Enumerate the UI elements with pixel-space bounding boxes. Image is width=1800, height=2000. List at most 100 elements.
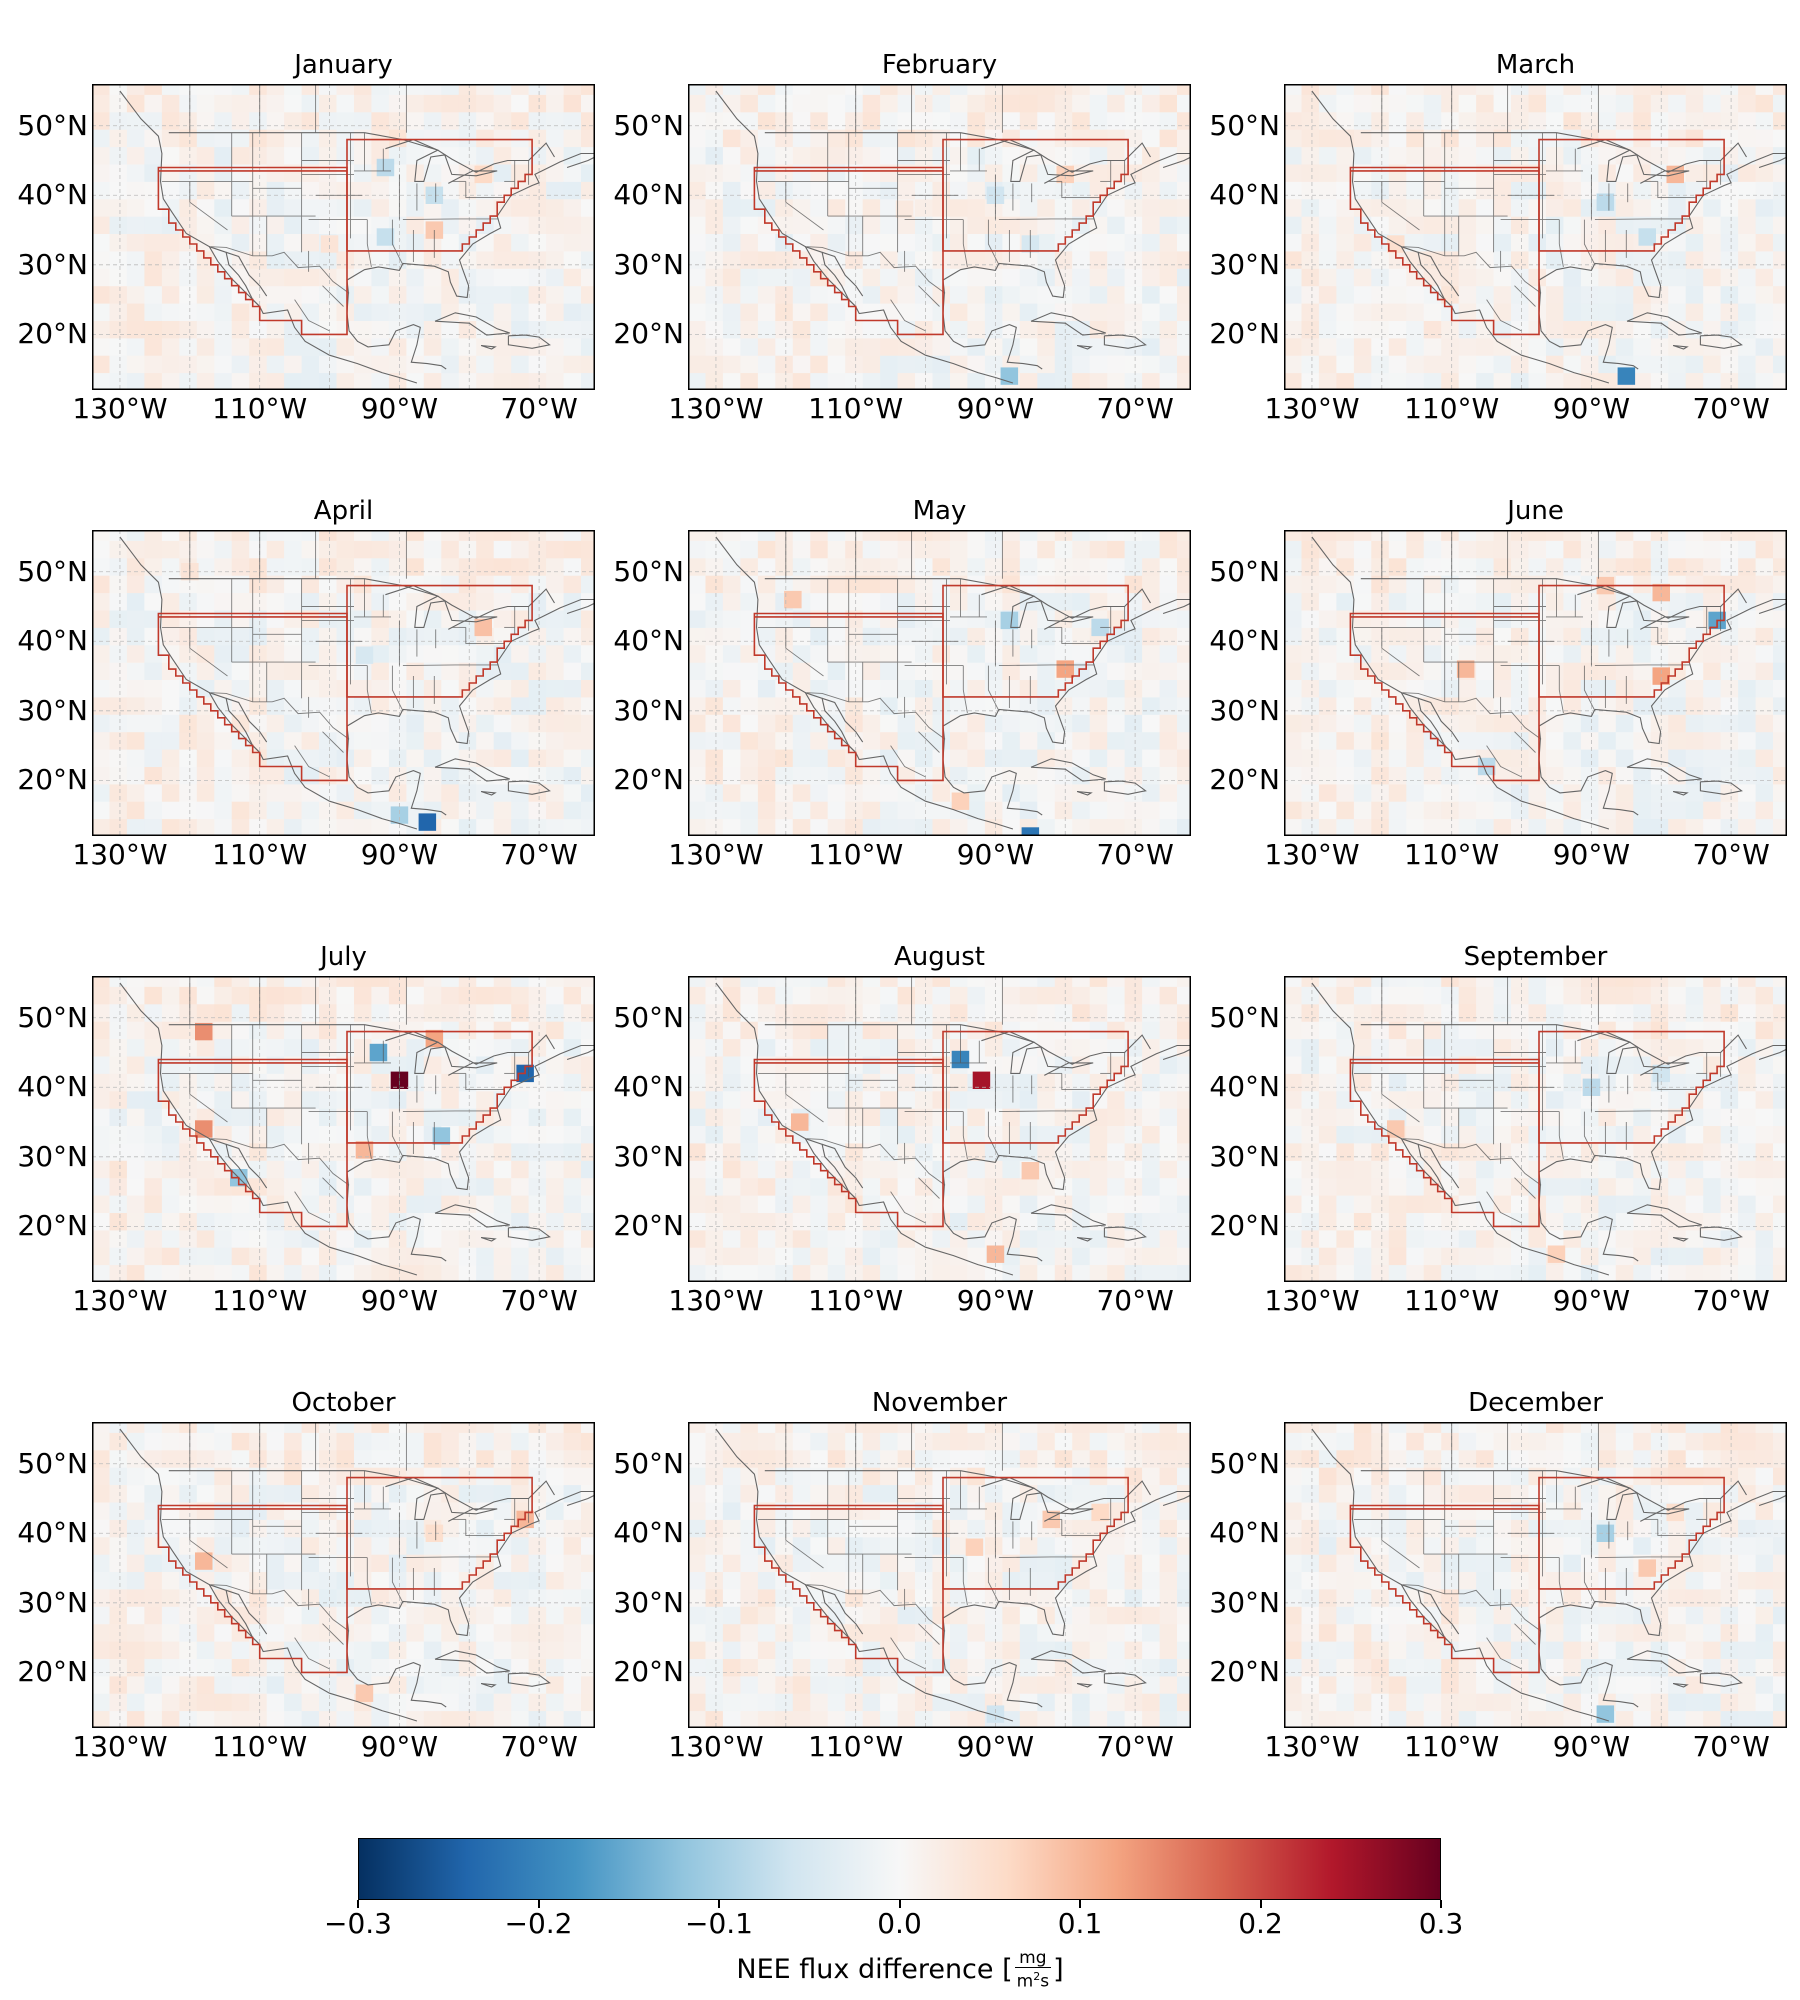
map-frame (1284, 530, 1787, 836)
colorbar-tick-mark (357, 1900, 359, 1908)
panel-title: February (881, 50, 998, 80)
lon-tick-label: 130°W (1264, 392, 1360, 425)
lat-tick-label: 50°N (613, 1000, 684, 1034)
east-region-outline (1538, 138, 1725, 252)
flux-anomaly-cell (965, 1538, 984, 1556)
flux-anomaly-cell (355, 1684, 374, 1702)
lat-tick-label: 50°N (17, 1446, 88, 1480)
lat-tick-label: 30°N (613, 247, 684, 281)
west-region-outline (1349, 1504, 1540, 1674)
colorbar-tick-mark (718, 1900, 720, 1908)
flux-map (92, 84, 595, 390)
flux-anomaly-cell (1617, 367, 1636, 385)
lon-tick-label: 130°W (1264, 1284, 1360, 1317)
flux-anomaly-cell (1652, 1064, 1670, 1083)
lat-tick-label: 30°N (17, 693, 88, 727)
unit-den-base: m (1016, 1971, 1034, 1992)
map-panel: March 50°N 40°N 30°N 20°N 130°W 110°W 90°W 70°W (1209, 50, 1787, 424)
flux-anomaly-cell (390, 806, 409, 824)
flux-map (1284, 84, 1787, 390)
lat-tick-label: 50°N (1209, 1000, 1280, 1034)
lon-tick-label: 130°W (72, 838, 168, 871)
flux-cells-background (688, 530, 1191, 836)
region-outlines (753, 138, 1129, 336)
lat-tick-label: 50°N (613, 1446, 684, 1480)
lon-tick-label: 110°W (808, 1730, 904, 1763)
lon-tick-label: 110°W (1404, 1730, 1500, 1763)
west-region-outline (753, 166, 944, 336)
colorbar-tick-mark (537, 1900, 540, 1908)
colorbar-unit-fraction: mg m2s (1014, 1950, 1052, 1992)
west-region-outline (157, 1504, 348, 1674)
lon-tick-label: 70°W (1096, 392, 1174, 425)
lon-tick-label: 90°W (360, 838, 439, 871)
graticule (688, 84, 1191, 390)
flux-anomaly-cell (1000, 611, 1019, 630)
lon-tick-label: 110°W (1404, 838, 1500, 871)
graticule (1284, 1422, 1787, 1728)
flux-cells-background (688, 84, 1191, 390)
flux-cells-background (688, 976, 1191, 1282)
lat-tick-label: 50°N (17, 554, 88, 588)
flux-map (1284, 1422, 1787, 1728)
east-region-outline (942, 584, 1129, 698)
colorbar-tick-label: 0.1 (1057, 1907, 1103, 1940)
lon-tick-label: 110°W (1404, 392, 1500, 425)
lat-tick-label: 30°N (1209, 693, 1280, 727)
graticule (1284, 84, 1787, 390)
east-region-outline (942, 1030, 1129, 1144)
lon-tick-label: 130°W (72, 1730, 168, 1763)
lon-tick-label: 70°W (1096, 1730, 1174, 1763)
region-outlines (1349, 1476, 1725, 1674)
lat-tick-label: 20°N (1209, 1655, 1280, 1689)
map-panel: December 50°N 40°N 30°N 20°N 130°W 110°W 90°W 70… (1209, 1388, 1787, 1762)
region-outlines (753, 1030, 1129, 1228)
lat-tick-label: 20°N (1209, 763, 1280, 797)
map-panel: July 50°N 40°N 30°N 20°N 130°W 110°W 90°W 70°W (17, 942, 595, 1316)
lon-tick-label: 90°W (1552, 838, 1631, 871)
colorbar-tick-mark (1079, 1900, 1081, 1908)
west-region-outline (1349, 1058, 1540, 1228)
map-frame (92, 976, 595, 1282)
state-borders (757, 84, 1126, 332)
state-borders (1353, 976, 1722, 1224)
flux-cells-background (92, 530, 595, 836)
region-outlines (157, 1476, 533, 1674)
map-frame (92, 1422, 595, 1728)
map-panel: November 50°N 40°N 30°N 20°N 130°W 110°W 90°W 70… (613, 1388, 1191, 1762)
map-panel: January 50°N 40°N 30°N 20°N 130°W 110°W 90°W 70°… (17, 50, 595, 424)
colorbar-tick-label: −0.2 (504, 1907, 573, 1940)
lat-tick-label: 20°N (613, 763, 684, 797)
flux-anomaly-cell (195, 1022, 213, 1041)
lat-tick-label: 50°N (1209, 554, 1280, 588)
colorbar-tick-label: −0.1 (685, 1907, 753, 1940)
flux-cells-background (1284, 530, 1787, 836)
lon-tick-label: 70°W (1692, 838, 1770, 871)
colorbar-label-suffix: ] (1053, 1954, 1064, 1985)
flux-anomaly-cell (1547, 1245, 1566, 1263)
map-panel: September 50°N 40°N 30°N 20°N 130°W 110°W 90°W 7… (1209, 942, 1787, 1316)
lat-tick-label: 30°N (1209, 247, 1280, 281)
flux-map (688, 1422, 1191, 1728)
lat-tick-label: 50°N (17, 108, 88, 142)
region-outlines (753, 584, 1129, 782)
lat-tick-label: 50°N (613, 554, 684, 588)
lat-tick-label: 50°N (17, 1000, 88, 1034)
east-region-outline (942, 138, 1129, 252)
lat-tick-label: 50°N (1209, 108, 1280, 142)
graticule (688, 1422, 1191, 1728)
colorbar-tick-label: 0.0 (877, 1907, 922, 1940)
map-frame (688, 84, 1191, 390)
lon-tick-label: 130°W (72, 392, 168, 425)
lat-tick-label: 40°N (613, 1516, 684, 1550)
panel-title: August (894, 942, 985, 972)
region-outlines (1349, 1030, 1725, 1228)
flux-anomaly-cell (1091, 1503, 1109, 1522)
flux-map (688, 976, 1191, 1282)
flux-anomaly-cell (195, 1552, 213, 1570)
state-borders (757, 1422, 1126, 1670)
flux-anomaly-cell (320, 235, 339, 253)
flux-cells-background (92, 1422, 595, 1728)
map-frame (92, 84, 595, 390)
panel-title: May (912, 496, 967, 526)
